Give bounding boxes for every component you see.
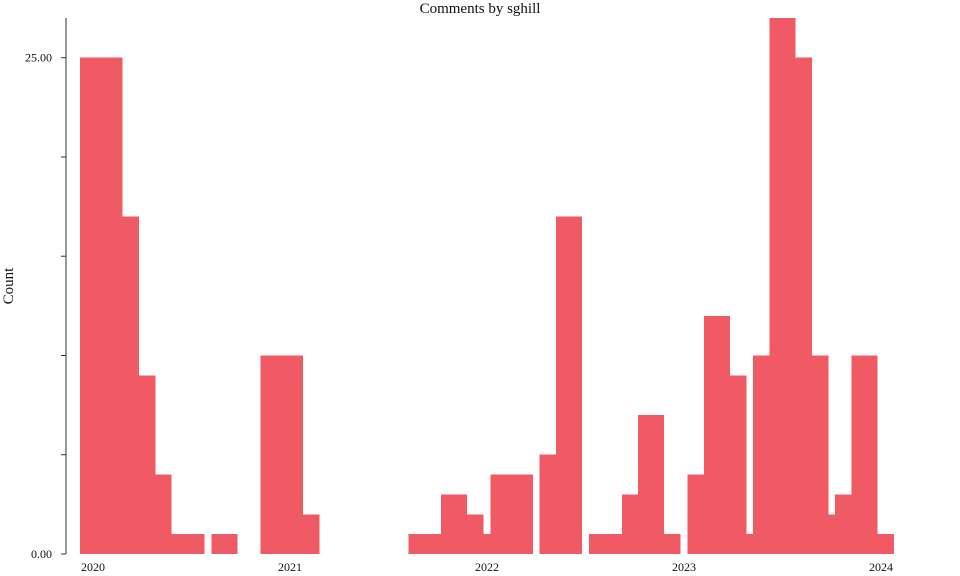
bar-2023-04 [720, 375, 747, 554]
x-tick-label: 2020 [81, 560, 105, 574]
bar-2022-03 [506, 474, 533, 554]
x-tick-label: 2024 [869, 560, 893, 574]
y-tick-label: 0.00 [31, 547, 52, 561]
bar-2020-09 [211, 534, 238, 554]
x-tick-label: 2021 [278, 560, 302, 574]
bar-2022-06 [556, 216, 583, 554]
bar-2021-02 [293, 514, 320, 554]
chart-title: Comments by sghill [420, 1, 541, 17]
bar-2020-07 [178, 534, 205, 554]
x-axis-ticks: 2020 2021 2022 2023 2024 [81, 560, 893, 574]
bar-2022-12 [654, 534, 681, 554]
x-tick-label: 2023 [672, 560, 696, 574]
y-axis-ticks: 0.00 25.00 [25, 51, 66, 561]
x-tick-label: 2022 [475, 560, 499, 574]
bar-series [80, 18, 894, 554]
y-tick-label: 25.00 [25, 51, 52, 65]
bar-2022-11 [638, 415, 665, 554]
bar-2023-12 [851, 355, 878, 554]
y-axis-label: Count [1, 267, 17, 305]
bar-2024-01 [868, 534, 894, 554]
